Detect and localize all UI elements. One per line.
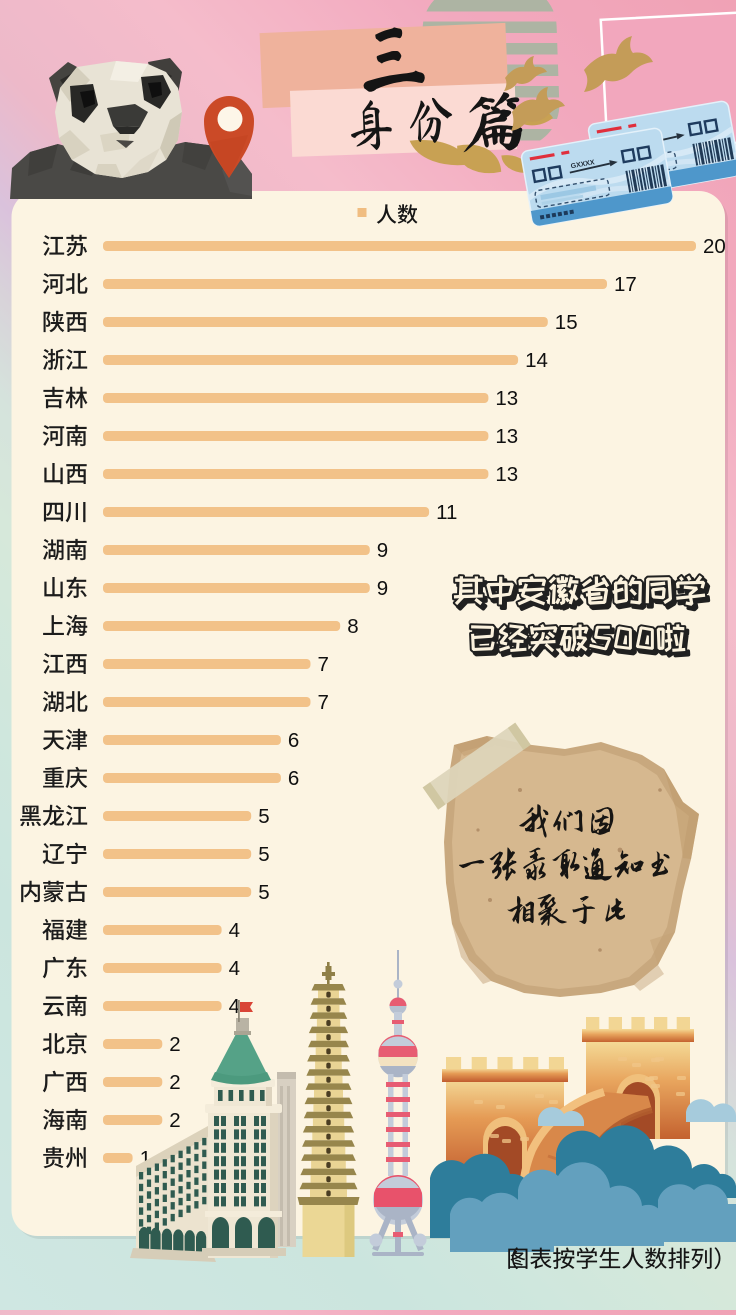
svg-text:5: 5: [258, 881, 269, 904]
svg-text:6: 6: [288, 729, 299, 752]
svg-text:13: 13: [495, 387, 518, 410]
svg-text:4: 4: [229, 919, 240, 942]
svg-text:9: 9: [377, 577, 388, 600]
svg-text:7: 7: [318, 653, 329, 676]
svg-text:8: 8: [347, 615, 358, 638]
svg-text:15: 15: [555, 311, 578, 334]
svg-text:20: 20: [703, 235, 726, 258]
svg-text:2: 2: [169, 1071, 180, 1094]
svg-text:GXXXX: GXXXX: [570, 159, 595, 170]
svg-text:13: 13: [495, 425, 518, 448]
svg-text:4: 4: [229, 957, 240, 980]
svg-text:6: 6: [288, 767, 299, 790]
svg-text:17: 17: [614, 273, 637, 296]
svg-text:11: 11: [436, 501, 457, 524]
svg-text:14: 14: [525, 349, 548, 372]
svg-text:2: 2: [169, 1033, 180, 1056]
svg-text:13: 13: [495, 463, 518, 486]
svg-text:1: 1: [140, 1147, 151, 1170]
svg-text:2: 2: [169, 1109, 180, 1132]
svg-text:7: 7: [318, 691, 329, 714]
svg-text:4: 4: [229, 995, 240, 1018]
svg-text:5: 5: [258, 843, 269, 866]
svg-text:9: 9: [377, 539, 388, 562]
svg-text:5: 5: [258, 805, 269, 828]
